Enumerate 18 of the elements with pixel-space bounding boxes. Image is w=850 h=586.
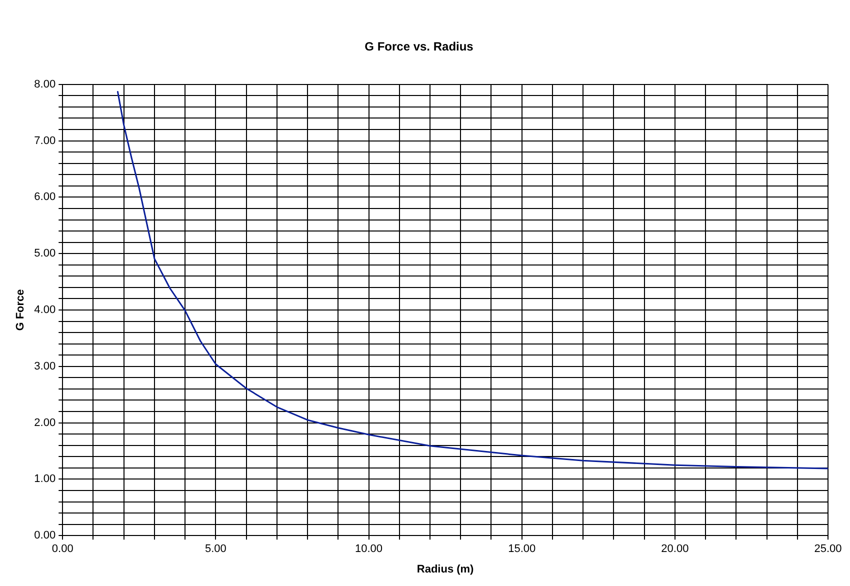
y-tick-label: 6.00 (34, 191, 56, 204)
y-tick-label: 2.00 (34, 416, 56, 429)
x-tick-label: 0.00 (52, 543, 74, 556)
y-tick-label: 4.00 (34, 304, 56, 316)
x-tick-label: 20.00 (661, 543, 689, 556)
x-tick-label: 25.00 (814, 543, 842, 556)
x-tick-label: 15.00 (508, 543, 536, 556)
y-tick-label: 7.00 (34, 134, 56, 147)
y-tick-label: 1.00 (34, 473, 56, 486)
chart-title: G Force vs. Radius (364, 40, 474, 54)
y-tick-label: 5.00 (34, 248, 56, 260)
y-tick-label: 3.00 (34, 360, 56, 372)
y-tick-label: 0.00 (34, 530, 56, 542)
x-axis-title: Radius (m) (416, 563, 474, 576)
x-tick-label: 10.00 (355, 543, 383, 556)
y-axis-title: G Force (14, 289, 27, 331)
x-tick-label: 5.00 (204, 543, 226, 556)
y-tick-label: 8.00 (34, 78, 56, 90)
